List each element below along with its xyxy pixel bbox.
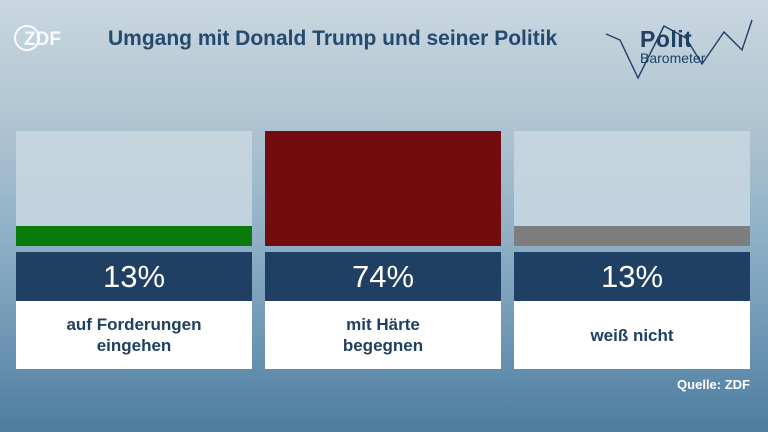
value-label: 74%: [265, 252, 501, 301]
category-label: mit Härte begegnen: [342, 315, 424, 355]
politbarometer-logo: [605, 19, 753, 80]
bar-column: 13% auf Forderungen eingehen: [16, 131, 252, 369]
bar: [265, 131, 501, 246]
category-label: weiß nicht: [590, 325, 674, 345]
source-label: Quelle: ZDF: [677, 377, 750, 392]
bar: [16, 226, 252, 246]
brand-polit: Polit: [640, 26, 693, 52]
bar-column: 13% weiß nicht: [514, 131, 750, 369]
category-label-box: auf Forderungen eingehen: [16, 301, 252, 369]
bar-column: 74% mit Härte begegnen: [265, 131, 501, 369]
bar: [514, 226, 750, 246]
category-label: auf Forderungen eingehen: [66, 315, 202, 355]
bar-track: [16, 131, 252, 246]
zdf-logo: ZDF: [14, 25, 61, 51]
category-label-box: weiß nicht: [514, 301, 750, 369]
bar-track: [514, 131, 750, 246]
bar-track: [265, 131, 501, 246]
brand-barometer: Barometer: [640, 50, 706, 66]
value-label: 13%: [514, 252, 750, 301]
svg-text:ZDF: ZDF: [24, 29, 61, 50]
chart-title: Umgang mit Donald Trump und seiner Polit…: [108, 27, 558, 50]
value-label: 13%: [16, 252, 252, 301]
category-label-box: mit Härte begegnen: [265, 301, 501, 369]
